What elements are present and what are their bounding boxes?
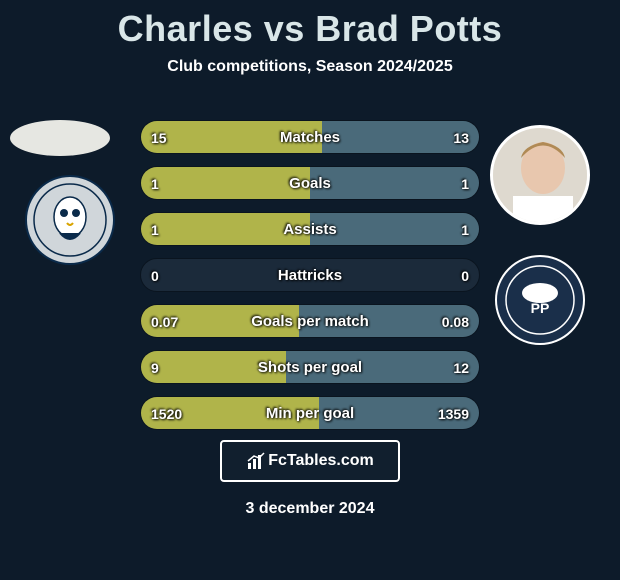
player-right-crest: PP — [495, 255, 585, 345]
stat-label: Assists — [141, 213, 479, 246]
date-text: 3 december 2024 — [0, 500, 620, 518]
stat-row: 11Goals — [140, 166, 480, 200]
stat-row: 0.070.08Goals per match — [140, 304, 480, 338]
stat-label: Shots per goal — [141, 351, 479, 384]
stat-label: Goals — [141, 167, 479, 200]
player-left-avatar — [10, 120, 110, 156]
stat-row: 15201359Min per goal — [140, 396, 480, 430]
stat-label: Min per goal — [141, 397, 479, 430]
svg-text:PP: PP — [531, 300, 550, 316]
stat-row: 11Assists — [140, 212, 480, 246]
brand-text: FcTables.com — [268, 452, 374, 469]
stat-label: Matches — [141, 121, 479, 154]
subtitle: Club competitions, Season 2024/2025 — [0, 58, 620, 76]
player-right-avatar — [490, 125, 590, 225]
stat-row: 00Hattricks — [140, 258, 480, 292]
stat-label: Goals per match — [141, 305, 479, 338]
player-left-crest — [25, 175, 115, 265]
chart-icon — [246, 451, 266, 471]
stat-row: 1513Matches — [140, 120, 480, 154]
page-title: Charles vs Brad Potts — [0, 0, 620, 50]
comparison-chart: 1513Matches 11Goals 11Assists 00Hattricks 0.… — [140, 120, 480, 442]
stat-label: Hattricks — [141, 259, 479, 292]
brand-logo: FcTables.com — [220, 440, 400, 482]
stat-row: 912Shots per goal — [140, 350, 480, 384]
